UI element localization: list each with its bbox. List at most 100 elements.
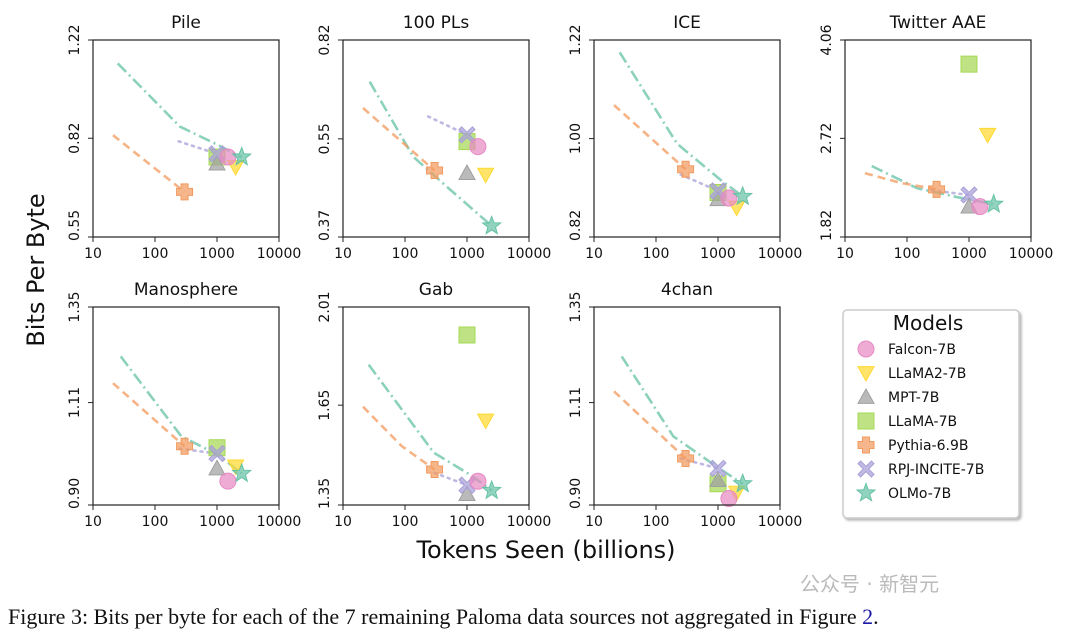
y-tick-label: 0.37 — [317, 210, 333, 241]
panel-pile: Pile 10 100 1000 10000 0.55 0.82 1.22 — [67, 13, 301, 262]
panel-gab: Gab 10 100 1000 10000 1.35 1.65 2.01 — [317, 280, 551, 530]
legend-entry-mpt-7b: MPT-7B — [857, 387, 939, 406]
x-tick-label: 10000 — [257, 246, 302, 262]
x-axis-label: Tokens Seen (billions) — [415, 536, 675, 564]
point-pythia-6-9b — [176, 437, 194, 455]
axes-frame — [342, 306, 530, 506]
y-tick-label: 1.11 — [568, 387, 584, 418]
figure-reference-link[interactable]: 2 — [862, 604, 874, 629]
x-tick-label: 10 — [84, 246, 102, 262]
point-falcon-7b — [971, 198, 989, 216]
y-axis-label: Bits Per Byte — [22, 193, 50, 346]
y-tick-label: 1.00 — [568, 123, 584, 154]
point-llama2-7b — [226, 459, 245, 476]
panel-title: Manosphere — [134, 280, 238, 300]
legend-entry-llama-7b: LLaMA-7B — [857, 412, 957, 430]
x-tick-label: 100 — [392, 246, 419, 262]
x-tick-label: 10000 — [257, 514, 302, 530]
point-falcon-7b — [720, 189, 738, 207]
trend-line-rpj-incite-7b — [426, 115, 469, 137]
point-olmo-7b — [231, 146, 253, 166]
trend-line-pythia-6-9b — [112, 134, 186, 193]
panel-title: Twitter AAE — [889, 13, 987, 33]
point-mpt-7b — [208, 154, 226, 171]
y-tick-label: 0.82 — [568, 210, 584, 241]
trend-line-pythia-6-9b — [613, 104, 687, 171]
point-mpt-7b — [709, 471, 727, 488]
y-tick-label: 1.22 — [568, 24, 584, 55]
trend-line-rpj-incite-7b — [177, 140, 219, 156]
x-tick-label: 100 — [142, 246, 169, 262]
point-pythia-6-9b — [928, 180, 946, 198]
point-olmo-7b — [481, 214, 503, 235]
x-tick-label: 10 — [334, 246, 352, 262]
point-llama-7b — [458, 326, 476, 344]
x-tick-label: 10000 — [758, 514, 803, 530]
x-tick-label: 100 — [142, 514, 169, 530]
caption-text: Figure 3: Bits per byte for each of the … — [8, 604, 863, 629]
axes-frame — [92, 39, 280, 238]
x-tick-label: 1000 — [951, 246, 987, 262]
llama-7b-marker-icon — [857, 412, 875, 430]
panel-twitter-aae: Twitter AAE 10 100 1000 10000 1.82 2.72 4.06 — [819, 13, 1053, 262]
point-mpt-7b — [458, 485, 476, 501]
x-tick-label: 100 — [643, 514, 670, 530]
point-pythia-6-9b — [426, 162, 444, 180]
y-tick-label: 1.22 — [67, 24, 83, 55]
x-tick-label: 10000 — [507, 514, 552, 530]
y-tick-label: 1.35 — [317, 478, 333, 509]
trend-line-olmo-7b — [618, 51, 744, 198]
point-falcon-7b — [469, 138, 487, 156]
x-tick-label: 1000 — [199, 246, 235, 262]
trend-line-rpj-incite-7b — [433, 471, 469, 487]
point-rpj-incite-7b — [709, 459, 727, 478]
point-pythia-6-9b — [426, 460, 444, 478]
panel-title: ICE — [673, 13, 701, 33]
y-tick-label: 0.90 — [67, 478, 83, 509]
point-olmo-7b — [732, 472, 754, 493]
point-pythia-6-9b — [677, 160, 695, 178]
panel-title: 4chan — [661, 280, 713, 300]
legend-label: RPJ-INCITE-7B — [888, 462, 984, 478]
legend-entry-pythia-6-9b: Pythia-6.9B — [857, 436, 968, 454]
y-tick-label: 0.55 — [317, 123, 333, 154]
axes-frame — [342, 39, 530, 238]
legend-entry-falcon-7b: Falcon-7B — [857, 340, 956, 358]
legend-label: LLaMA-7B — [888, 414, 957, 430]
point-falcon-7b — [720, 490, 738, 508]
legend-label: LLaMA2-7B — [888, 366, 966, 382]
x-tick-label: 10 — [84, 514, 102, 530]
x-tick-label: 1000 — [700, 246, 736, 262]
llama2-7b-marker-icon — [857, 366, 875, 383]
x-tick-label: 100 — [392, 514, 419, 530]
x-tick-label: 10 — [836, 246, 854, 262]
y-tick-label: 2.01 — [317, 291, 333, 322]
x-tick-label: 1000 — [449, 246, 485, 262]
legend-label: Falcon-7B — [888, 342, 956, 358]
y-tick-label: 1.65 — [317, 390, 333, 421]
y-tick-label: 0.55 — [67, 210, 83, 241]
trend-line-olmo-7b — [368, 81, 493, 227]
point-falcon-7b — [219, 148, 237, 166]
legend-label: MPT-7B — [888, 390, 939, 406]
legend: Models Falcon-7B LLaMA2-7B MPT-7B LLaMA-7B P… — [842, 309, 1020, 519]
point-rpj-incite-7b — [208, 444, 226, 463]
legend-title: Models — [893, 311, 963, 335]
x-tick-label: 1000 — [700, 514, 736, 530]
point-olmo-7b — [732, 185, 754, 206]
y-tick-label: 0.82 — [317, 24, 333, 55]
y-tick-label: 1.35 — [568, 291, 584, 322]
axes-frame — [844, 39, 1032, 238]
y-tick-label: 1.35 — [67, 291, 83, 322]
x-tick-label: 1000 — [199, 514, 235, 530]
x-tick-label: 10 — [585, 246, 603, 262]
point-falcon-7b — [469, 472, 487, 490]
point-pythia-6-9b — [677, 449, 695, 467]
point-llama2-7b — [978, 127, 997, 144]
watermark: 公众号 · 新智元 — [800, 572, 940, 596]
rpj-incite-7b-marker-icon — [857, 460, 875, 478]
trend-line-olmo-7b — [620, 355, 744, 485]
x-tick-label: 100 — [894, 246, 921, 262]
trend-line-pythia-6-9b — [613, 390, 687, 460]
